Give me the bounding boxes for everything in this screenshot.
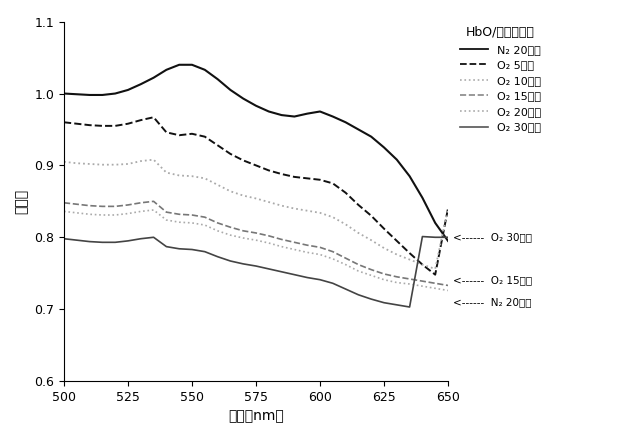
Legend: N₂ 20分間, O₂ 5分間, O₂ 10分間, O₂ 15分間, O₂ 20分間, O₂ 30分間: N₂ 20分間, O₂ 5分間, O₂ 10分間, O₂ 15分間, O₂ 20… [456, 22, 545, 137]
Text: <------  O₂ 15分間: <------ O₂ 15分間 [453, 275, 532, 285]
Y-axis label: 吸光度: 吸光度 [15, 189, 29, 214]
Text: <------  N₂ 20分間: <------ N₂ 20分間 [453, 297, 532, 307]
X-axis label: 波長（nm）: 波長（nm） [228, 409, 284, 423]
Text: <------  O₂ 30分間: <------ O₂ 30分間 [453, 232, 532, 242]
